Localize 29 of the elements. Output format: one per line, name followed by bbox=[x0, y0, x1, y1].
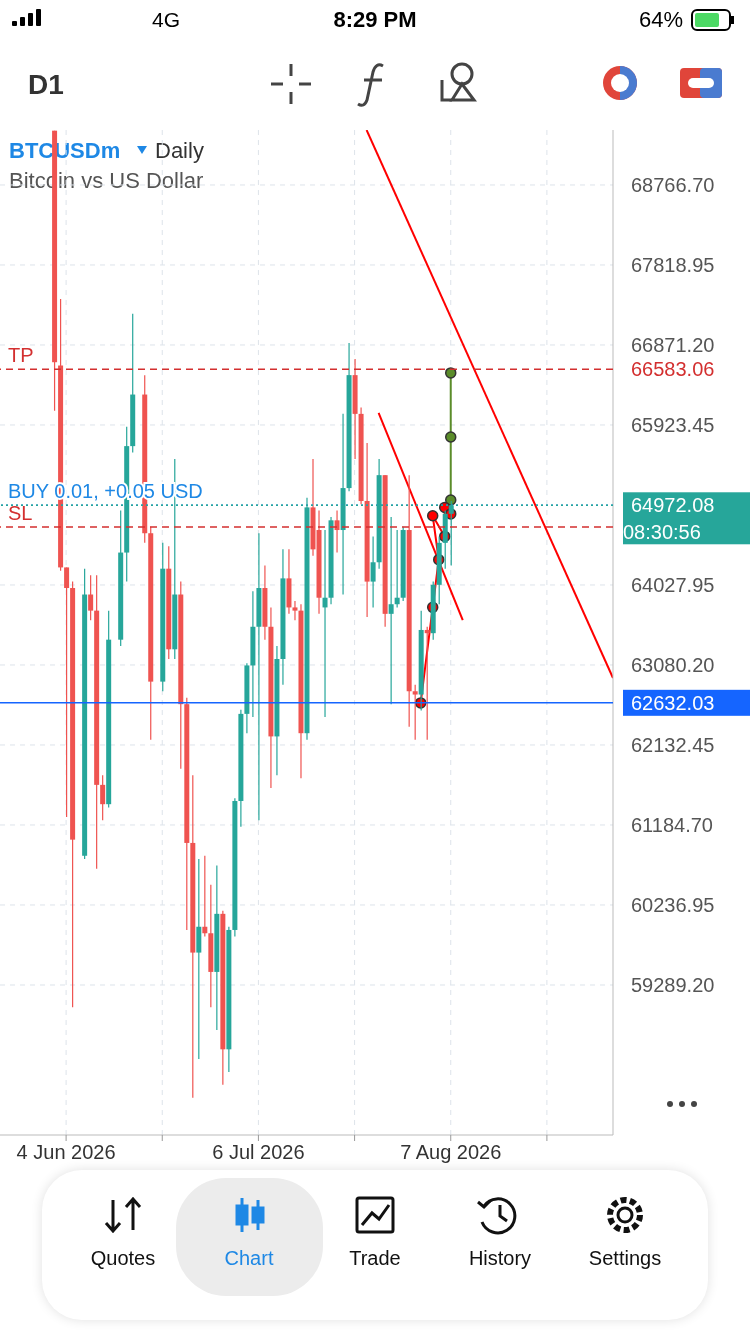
ref-line-label: SL bbox=[8, 501, 33, 524]
text: 08:30:56 bbox=[623, 521, 701, 543]
y-tick-label: 66871.20 bbox=[631, 333, 715, 356]
y-tick-label: 61184.70 bbox=[631, 813, 713, 836]
text: 64% bbox=[638, 7, 683, 32]
x-tick-label: 6 Jul 2026 bbox=[212, 1141, 305, 1163]
ref-line-label: TP bbox=[8, 344, 34, 367]
y-tick-label: 60236.95 bbox=[631, 893, 715, 916]
text: Trade bbox=[349, 1247, 401, 1269]
x-tick-label: 4 Jun 2026 bbox=[16, 1141, 116, 1163]
y-tick-label: 65923.45 bbox=[631, 413, 715, 436]
y-tick-label: 64027.95 bbox=[631, 573, 715, 596]
text: D1 bbox=[28, 69, 64, 100]
text: History bbox=[468, 1247, 532, 1269]
annotation: Daily bbox=[155, 138, 204, 163]
text: Chart bbox=[224, 1247, 274, 1269]
y-tick-label: 67818.95 bbox=[631, 253, 715, 276]
text: Settings bbox=[588, 1247, 662, 1269]
y-tick-label: 63080.20 bbox=[631, 653, 715, 676]
x-tick-label: 7 Aug 2026 bbox=[400, 1141, 502, 1163]
text: 8:29 PM bbox=[333, 7, 417, 32]
y-tick-label: 62132.45 bbox=[631, 733, 715, 756]
y-tick-label: 64972.08 bbox=[631, 494, 715, 517]
y-tick-label: 66583.06 bbox=[631, 358, 715, 381]
text: 4G bbox=[152, 8, 181, 31]
y-tick-label: 68766.70 bbox=[631, 173, 715, 196]
y-tick-label: 59289.20 bbox=[631, 973, 715, 996]
y-tick-label: 62632.03 bbox=[631, 691, 715, 714]
text: Quotes bbox=[90, 1247, 156, 1269]
